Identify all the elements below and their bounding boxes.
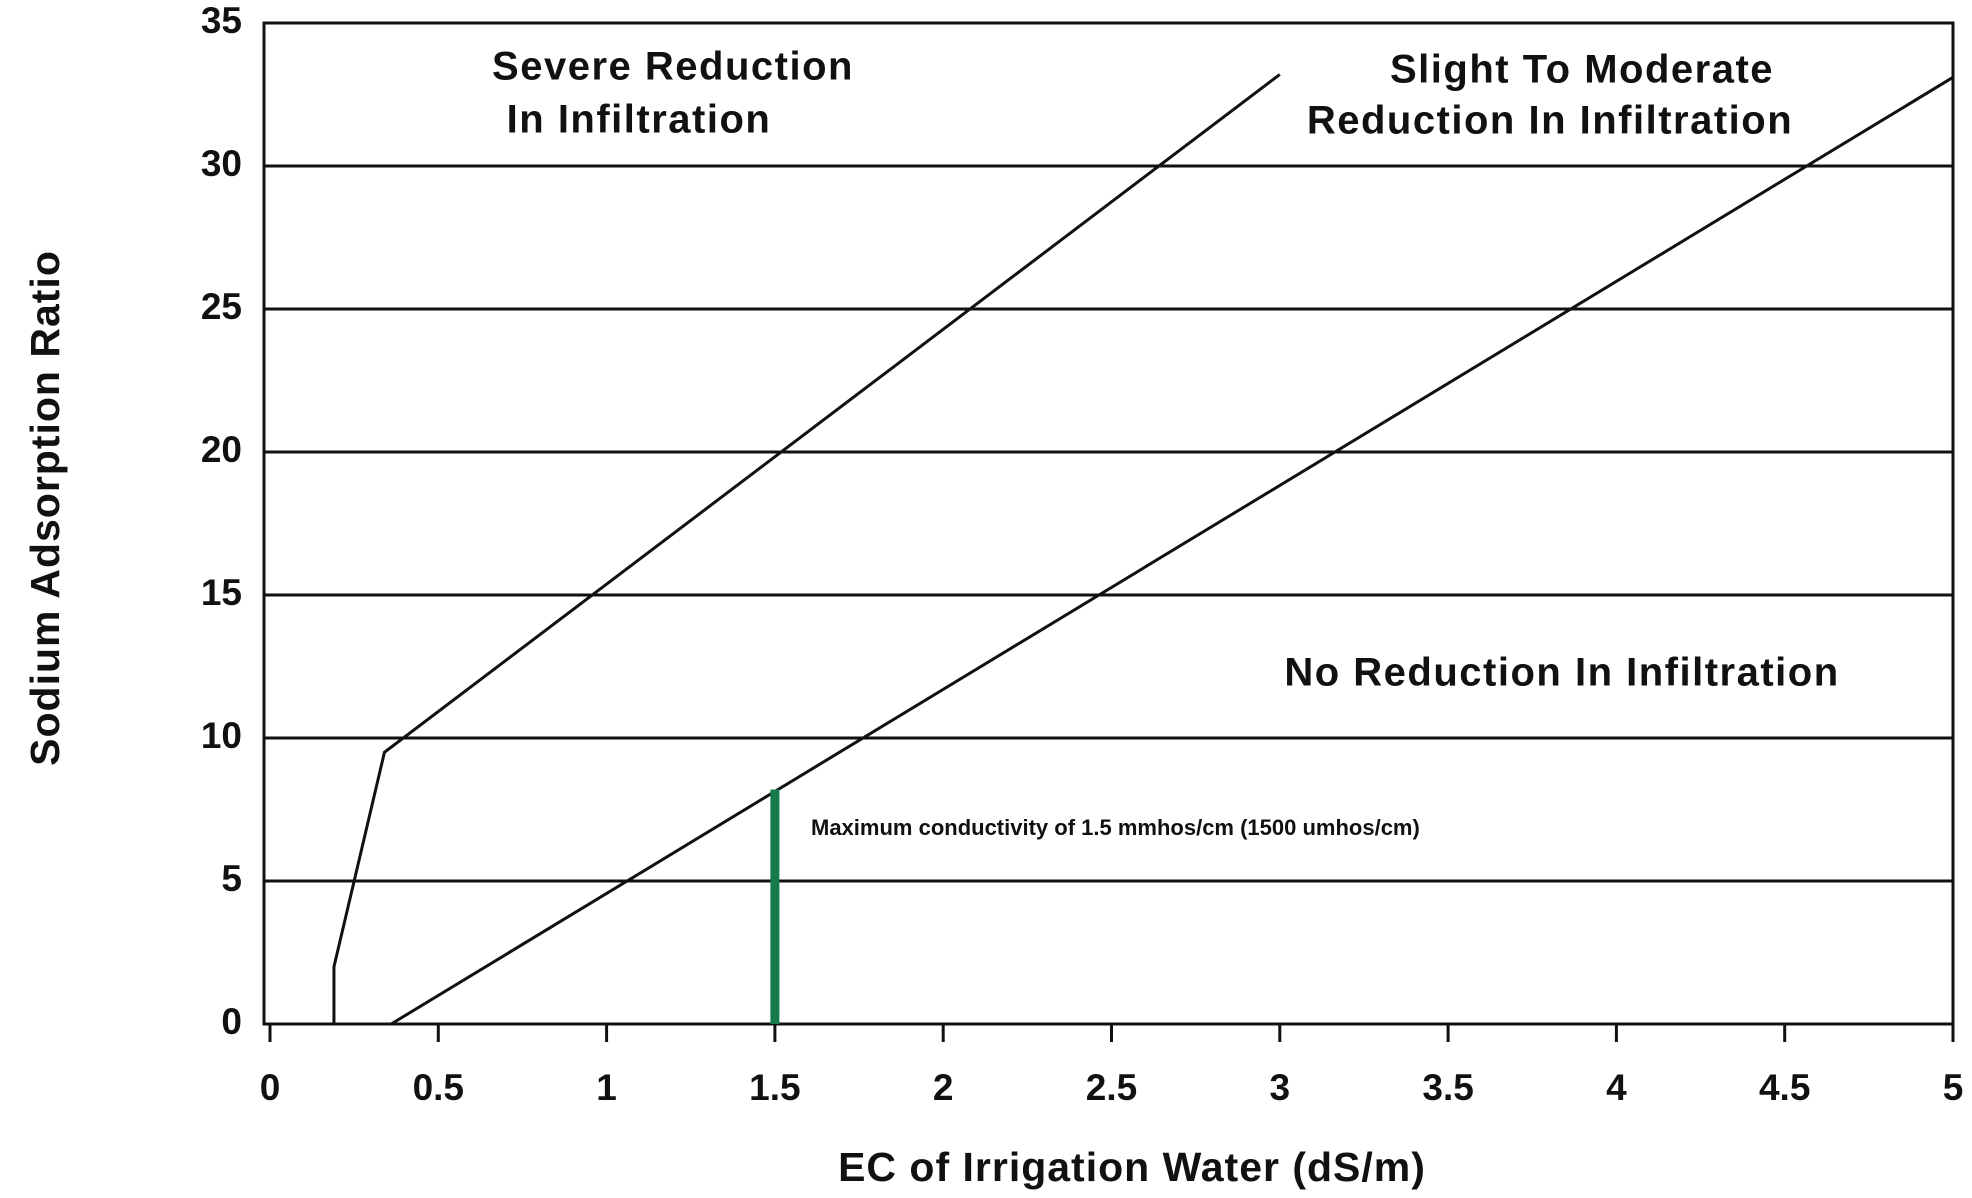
y-tick-label: 15: [201, 572, 242, 613]
y-tick-label: 20: [201, 429, 242, 470]
x-tick-label: 3: [1270, 1067, 1291, 1108]
plot-frame: [262, 21, 1955, 1026]
region-label: Reduction In Infiltration: [1307, 99, 1793, 143]
data-line: [390, 76, 1954, 1026]
y-tick-label: 35: [201, 0, 242, 41]
y-tick-label: 0: [221, 1001, 242, 1042]
x-tick-label: 4: [1606, 1067, 1627, 1108]
marker-label: Maximum conductivity of 1.5 mmhos/cm (15…: [811, 815, 1420, 840]
x-axis-label: EC of Irrigation Water (dS/m): [838, 1144, 1426, 1190]
x-tick-label: 4.5: [1759, 1067, 1810, 1108]
x-tick-label: 2: [933, 1067, 954, 1108]
x-tick-label: 0: [260, 1067, 281, 1108]
y-axis-label: Sodium Adsorption Ratio: [22, 250, 68, 766]
x-tick-label: 1: [596, 1067, 617, 1108]
y-tick-label: 25: [201, 286, 242, 327]
region-label: Slight To Moderate: [1390, 48, 1774, 92]
data-line: [332, 73, 1281, 1024]
x-tick-label: 0.5: [413, 1067, 464, 1108]
x-tick-label: 3.5: [1422, 1067, 1473, 1108]
x-tick-label: 2.5: [1086, 1067, 1137, 1108]
y-tick-label: 10: [201, 715, 242, 756]
y-tick-label: 5: [221, 858, 242, 899]
y-tick-label: 30: [201, 143, 242, 184]
region-label: In Infiltration: [507, 98, 772, 142]
region-label: No Reduction In Infiltration: [1284, 651, 1839, 695]
region-label: Severe Reduction: [492, 45, 854, 89]
x-tick-label: 5: [1943, 1067, 1964, 1108]
x-tick-label: 1.5: [749, 1067, 800, 1108]
